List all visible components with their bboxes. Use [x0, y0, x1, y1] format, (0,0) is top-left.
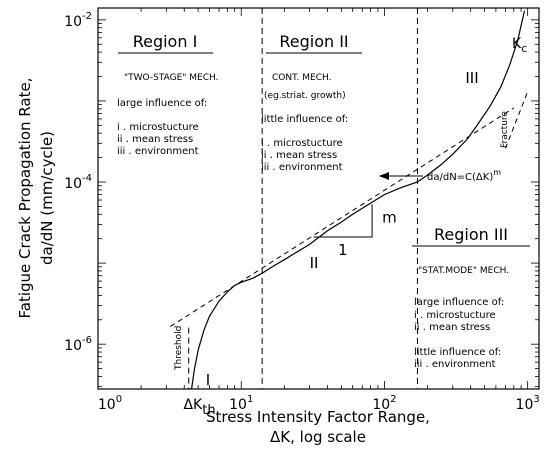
threshold-axis-sub: th	[202, 403, 215, 418]
x-tick-4-exp: 3	[533, 394, 539, 405]
region-3-mechanism: "STAT.MODE" MECH.	[418, 266, 509, 276]
equation-sup: m	[493, 168, 501, 177]
stage-label-3: III	[465, 69, 478, 87]
x-tick-label-4: 103	[516, 394, 540, 413]
y-tick-2-base: 10	[64, 176, 82, 192]
x-axis-title-line2: ΔK, log scale	[270, 428, 366, 446]
x-tick-label-3: 102	[372, 394, 396, 413]
x-tick-1-base: 10	[98, 397, 116, 413]
crack-growth-curve	[191, 10, 526, 390]
region-1-influence: large influence of:	[117, 98, 207, 109]
kc-main: K	[512, 36, 522, 52]
region-2-item-2: ii . mean stress	[261, 150, 337, 161]
region-1-item-1: i . microstucture	[117, 122, 199, 133]
x-tick-label-1: 100	[98, 394, 122, 413]
region-3-block: Region III "STAT.MODE" MECH. large influ…	[412, 225, 530, 370]
slope-triangle	[313, 204, 373, 238]
region-1-item-2: ii . mean stress	[117, 134, 193, 145]
region-3-item-3: iii . environment	[414, 359, 496, 370]
region-3-item-2: ii . mean stress	[414, 322, 490, 333]
slope-run-label: 1	[338, 241, 348, 259]
x-tick-label-2: 101	[229, 394, 253, 413]
y-tick-label-2: 10-4	[64, 173, 92, 192]
region-3-item-1: i . microstucture	[414, 310, 496, 321]
region-3-influence-2: little influence of:	[414, 347, 501, 358]
stage-label-1: I	[206, 371, 210, 389]
threshold-text: Threshold	[174, 326, 184, 371]
region-1-item-3: iii . environment	[117, 146, 199, 157]
x-tick-3-base: 10	[372, 397, 390, 413]
y-axis-title-line2: da/dN (mm/cycle)	[38, 131, 56, 265]
x-tick-3-exp: 2	[390, 394, 396, 405]
paris-fit-line	[170, 107, 515, 327]
region-1-mechanism: "TWO-STAGE" MECH.	[124, 73, 219, 83]
plot-frame	[97, 7, 540, 390]
fracture-label: Fracture	[500, 111, 510, 148]
region-2-item-3: iii . environment	[261, 162, 343, 173]
region-2-item-1: i . microstucture	[261, 138, 343, 149]
y-tick-3-base: 10	[64, 14, 82, 30]
region-3-influence-1: large influence of:	[414, 297, 504, 308]
equation-main: da/dN=C(ΔK)	[427, 172, 493, 183]
slope-rise-label: m	[382, 209, 397, 227]
region-2-note: (eg.striat. growth)	[264, 91, 346, 101]
threshold-axis-main: ΔK	[183, 397, 203, 413]
y-tick-3-exp: -2	[82, 11, 92, 22]
x-tick-labels: 100 101 102 103	[98, 394, 540, 413]
equation-text: da/dN=C(ΔK)m	[427, 168, 501, 183]
region-2-title: Region II	[279, 32, 348, 51]
y-tick-1-exp: -6	[82, 335, 92, 346]
x-tick-2-base: 10	[229, 397, 247, 413]
stage-label-2: II	[310, 254, 319, 272]
y-tick-label-1: 10-6	[64, 335, 92, 354]
x-tick-1-exp: 0	[116, 394, 122, 405]
x-tick-4-base: 10	[516, 397, 534, 413]
region-1-title: Region I	[133, 32, 198, 51]
equation-arrow-head	[379, 172, 389, 180]
tick-marks	[97, 8, 539, 389]
y-axis-title-line1: Fatigue Crack Propagation Rate,	[16, 78, 34, 319]
y-tick-2-exp: -4	[82, 173, 92, 184]
region-3-title: Region III	[434, 225, 508, 244]
threshold-axis-label: ΔKth	[183, 397, 215, 418]
region-1-block: Region I "TWO-STAGE" MECH. large influen…	[117, 32, 219, 157]
region-2-mechanism: CONT. MECH.	[272, 73, 331, 83]
y-tick-label-3: 10-2	[64, 11, 92, 30]
region-2-block: Region II CONT. MECH. (eg.striat. growth…	[261, 32, 362, 173]
x-axis-title-line1: Stress Intensity Factor Range,	[206, 408, 430, 426]
x-tick-2-exp: 1	[247, 394, 253, 405]
y-tick-labels: 10-6 10-4 10-2	[64, 11, 92, 354]
region-2-influence: little influence of:	[261, 114, 348, 125]
y-tick-1-base: 10	[64, 338, 82, 354]
kc-label: Kc	[512, 36, 527, 55]
kc-sub: c	[521, 42, 527, 55]
fracture-line	[505, 91, 529, 149]
